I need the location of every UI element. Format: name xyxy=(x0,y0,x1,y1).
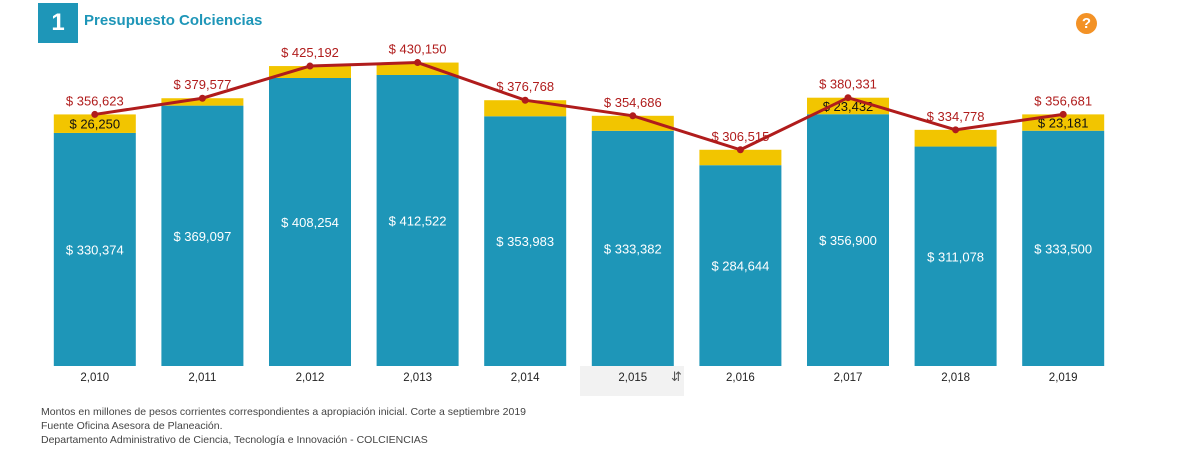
x-tick-label: 2,017 xyxy=(834,372,863,384)
bar-base xyxy=(53,132,136,366)
x-tick-label: 2,015 xyxy=(618,372,647,384)
category-hover-highlight xyxy=(580,366,684,396)
note-source: Fuente Oficina Asesora de Planeación. xyxy=(41,420,223,432)
bar-addition xyxy=(591,115,674,131)
bar-base-label: $ 284,644 xyxy=(711,259,769,274)
total-label: $ 430,150 xyxy=(389,42,447,57)
bar-base-label: $ 412,522 xyxy=(389,213,447,228)
sort-icon[interactable]: ⇵ xyxy=(671,369,682,384)
bar-addition xyxy=(161,98,244,106)
bar-base xyxy=(269,78,351,367)
bar-base xyxy=(484,116,567,366)
total-label: $ 356,623 xyxy=(66,93,124,108)
total-point xyxy=(952,126,960,134)
bar-base xyxy=(1022,130,1105,366)
total-label: $ 354,686 xyxy=(604,95,662,110)
bar-base-label: $ 369,097 xyxy=(173,229,231,244)
bar-base-label: $ 408,254 xyxy=(281,215,339,230)
bar-addition xyxy=(699,149,782,166)
total-label: $ 379,577 xyxy=(173,77,231,92)
total-label: $ 306,515 xyxy=(711,129,769,144)
bar-base-label: $ 353,983 xyxy=(496,234,554,249)
x-tick-label: 2,014 xyxy=(511,372,540,384)
bar-addition-label: $ 23,181 xyxy=(1038,116,1089,131)
bar-addition xyxy=(53,114,136,133)
stacked-bar-chart: $ 330,374 $ 26,250 2,010 $ 369,097 2,011 $ 40… xyxy=(53,42,1105,384)
chart-number-badge: 1 xyxy=(38,3,78,43)
chart-notes: Montos en millones de pesos corrientes c… xyxy=(41,405,526,447)
chart-title: Presupuesto Colciencias xyxy=(84,12,263,29)
bar-base-label: $ 356,900 xyxy=(819,233,877,248)
x-tick-label: 2,011 xyxy=(188,372,216,384)
bar-base xyxy=(591,130,674,366)
bar-base xyxy=(914,146,997,366)
total-point xyxy=(629,112,637,120)
bar-base xyxy=(807,114,889,367)
x-tick-label: 2,010 xyxy=(80,372,109,384)
question-circle-icon[interactable]: ? xyxy=(1076,13,1097,34)
bar-base-label: $ 311,078 xyxy=(927,249,984,264)
total-point xyxy=(1059,110,1067,118)
bar-addition xyxy=(376,62,459,75)
x-tick-label: 2,016 xyxy=(726,372,755,384)
note-organization: Departamento Administrativo de Ciencia, … xyxy=(41,434,428,446)
bar-addition xyxy=(269,66,351,79)
total-point xyxy=(844,94,852,102)
total-label: $ 376,768 xyxy=(496,79,554,94)
total-point xyxy=(306,62,314,70)
bar-addition xyxy=(807,97,889,115)
bar-base xyxy=(699,165,782,366)
total-line xyxy=(94,61,1064,152)
x-tick-label: 2,018 xyxy=(941,372,970,384)
total-point xyxy=(414,59,422,67)
bar-addition-label: $ 26,250 xyxy=(69,117,120,132)
note-units: Montos en millones de pesos corrientes c… xyxy=(41,406,527,418)
total-label: $ 356,681 xyxy=(1034,93,1092,108)
bar-base-label: $ 333,500 xyxy=(1034,241,1092,256)
bar-base-label: $ 333,382 xyxy=(604,241,662,256)
total-point xyxy=(198,94,206,102)
bar-base-label: $ 330,374 xyxy=(66,242,124,257)
total-label: $ 425,192 xyxy=(281,45,339,60)
total-point xyxy=(736,146,744,154)
total-point xyxy=(91,110,99,118)
total-point xyxy=(521,96,529,104)
x-tick-label: 2,019 xyxy=(1049,372,1078,384)
x-tick-label: 2,012 xyxy=(296,372,325,384)
bar-base xyxy=(161,105,244,367)
bar-addition xyxy=(914,129,997,147)
bar-base xyxy=(376,74,459,367)
x-tick-label: 2,013 xyxy=(403,372,432,384)
total-label: $ 380,331 xyxy=(819,77,877,92)
total-label: $ 334,778 xyxy=(927,109,985,124)
